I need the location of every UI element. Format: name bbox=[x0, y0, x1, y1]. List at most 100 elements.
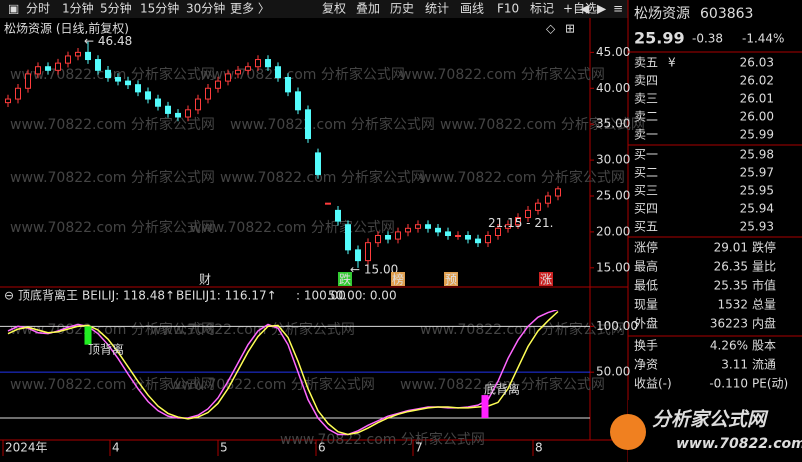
indicator-line bbox=[7, 310, 559, 436]
quote-price: 26.02 bbox=[740, 74, 774, 88]
watermark: www.70822.com 分析家公式网 bbox=[10, 376, 215, 393]
quote-label: 卖二 bbox=[634, 110, 658, 124]
stat-value: 25.35 bbox=[714, 279, 748, 293]
collapse-icon[interactable]: ⊖ bbox=[4, 289, 14, 303]
candle-body bbox=[395, 231, 401, 240]
logo-bg bbox=[628, 400, 802, 462]
x-tick-label: 7 bbox=[415, 441, 423, 455]
event-marker[interactable]: 财 bbox=[199, 273, 211, 287]
watermark: www.70822.com 分析家公式网 bbox=[280, 431, 485, 448]
toolbar-tab[interactable]: 更多 〉 bbox=[230, 2, 270, 16]
quote-label: 买一 bbox=[634, 148, 658, 162]
watermark: www.70822.com 分析家公式网 bbox=[170, 376, 375, 393]
event-marker[interactable]: 榜 bbox=[392, 272, 404, 287]
quote-price: 26.00 bbox=[740, 110, 774, 124]
stock-code: 603863 bbox=[700, 6, 753, 22]
toolbar-icon[interactable]: ▣ bbox=[8, 2, 19, 16]
toolbar-tab[interactable]: 30分钟 bbox=[186, 1, 225, 16]
quote-price: 25.94 bbox=[740, 202, 774, 216]
event-marker[interactable]: 涨 bbox=[540, 272, 552, 287]
next-icon[interactable]: ▶ bbox=[597, 2, 607, 16]
logo-url: www.70822.com bbox=[676, 436, 802, 452]
candle-body bbox=[235, 69, 241, 75]
quote-label: 卖三 bbox=[634, 92, 658, 106]
stat-value: -0.110 bbox=[709, 377, 748, 391]
candle-body bbox=[455, 235, 461, 237]
candle-body bbox=[265, 59, 271, 68]
toolbar-button[interactable]: +自选 bbox=[563, 2, 597, 16]
candle-body bbox=[95, 59, 101, 71]
stat-label: 换手 bbox=[634, 339, 658, 353]
legend-entry: BEILIJ: 118.48↑ bbox=[82, 289, 175, 303]
candle-body bbox=[5, 98, 11, 104]
candle-body bbox=[115, 77, 121, 82]
event-box bbox=[539, 272, 553, 286]
quote-label: 买五 bbox=[634, 220, 658, 234]
toolbar-button[interactable]: 统计 bbox=[425, 2, 449, 16]
grid-icon[interactable]: ⊞ bbox=[565, 22, 575, 36]
watermark: www.70822.com 分析家公式网 bbox=[10, 219, 215, 236]
toolbar-tab[interactable]: 1分钟 bbox=[62, 1, 94, 16]
stat-label: 净资 bbox=[634, 358, 658, 372]
candle-body bbox=[375, 235, 381, 244]
candle-body bbox=[35, 66, 41, 75]
quote-price: 26.01 bbox=[740, 92, 774, 106]
stat-label: 现量 bbox=[634, 298, 658, 312]
toolbar-tab[interactable]: 15分钟 bbox=[140, 1, 179, 16]
stat-label: 最低 bbox=[634, 279, 658, 293]
logo-icon bbox=[610, 414, 646, 450]
watermark: www.70822.com 分析家公式网 bbox=[10, 169, 215, 186]
toolbar-button[interactable]: 复权 bbox=[322, 2, 346, 16]
signal-bar bbox=[481, 395, 489, 418]
watermark: www.70822.com 分析家公式网 bbox=[10, 321, 215, 338]
price-annotation: 21.15 - 21. bbox=[488, 216, 553, 230]
quote-label: 买三 bbox=[634, 184, 658, 198]
legend-entry: 50.00 bbox=[328, 289, 362, 303]
y-tick-label: 100.00 bbox=[596, 319, 638, 333]
candle-body bbox=[425, 224, 431, 229]
quote-price: 25.97 bbox=[740, 166, 774, 180]
candle-body bbox=[335, 209, 341, 222]
candle-body bbox=[55, 62, 61, 71]
y-tick-label: 20.00 bbox=[596, 224, 630, 238]
toolbar-button[interactable]: 标记 bbox=[530, 2, 554, 16]
x-tick-label: 8 bbox=[535, 441, 543, 455]
quote-label: 卖一 bbox=[634, 128, 658, 142]
toolbar-tab[interactable]: 分时 bbox=[26, 2, 50, 16]
toolbar-button[interactable]: F10 bbox=[497, 2, 519, 16]
toolbar-button[interactable]: 历史 bbox=[390, 2, 414, 16]
candle-body bbox=[355, 249, 361, 262]
prev-icon[interactable]: ◀ bbox=[580, 2, 590, 16]
stat-value: 3.11 bbox=[721, 358, 748, 372]
y-tick-label: 15.00 bbox=[596, 260, 630, 274]
stat-value: 36223 bbox=[710, 317, 748, 331]
candle-body bbox=[525, 209, 531, 219]
diamond-icon[interactable]: ◇ bbox=[546, 22, 556, 36]
event-marker[interactable]: 预 bbox=[445, 273, 457, 287]
event-box bbox=[198, 272, 212, 286]
candle-body bbox=[155, 98, 161, 107]
candle-body bbox=[215, 80, 221, 89]
candle-body bbox=[85, 51, 91, 61]
event-marker[interactable]: 跌 bbox=[339, 272, 351, 287]
candle-body bbox=[485, 235, 491, 244]
toolbar-button[interactable]: 叠加 bbox=[356, 2, 380, 16]
watermark: www.70822.com 分析家公式网 bbox=[420, 169, 625, 186]
logo-name: 分析家公式网 bbox=[652, 409, 769, 431]
candle-body bbox=[245, 66, 251, 71]
watermark: www.70822.com 分析家公式网 bbox=[220, 169, 425, 186]
toolbar-button[interactable]: 画线 bbox=[460, 2, 484, 16]
candle-body bbox=[465, 235, 471, 240]
watermark: www.70822.com 分析家公式网 bbox=[230, 116, 435, 133]
candle-body bbox=[495, 227, 501, 236]
quote-price: 25.93 bbox=[740, 220, 774, 234]
stat-label: 市值 bbox=[752, 278, 776, 293]
menu-icon[interactable]: ≡ bbox=[613, 2, 623, 16]
legend-entry: : 0.00 bbox=[362, 289, 397, 303]
stat-label: 收益(-) bbox=[634, 377, 672, 391]
toolbar-tab[interactable]: 5分钟 bbox=[100, 1, 132, 16]
watermark: www.70822.com 分析家公式网 bbox=[400, 376, 605, 393]
stat-label: PE(动) bbox=[752, 377, 788, 391]
change: -0.38 bbox=[692, 32, 723, 46]
candle-body bbox=[285, 77, 291, 93]
